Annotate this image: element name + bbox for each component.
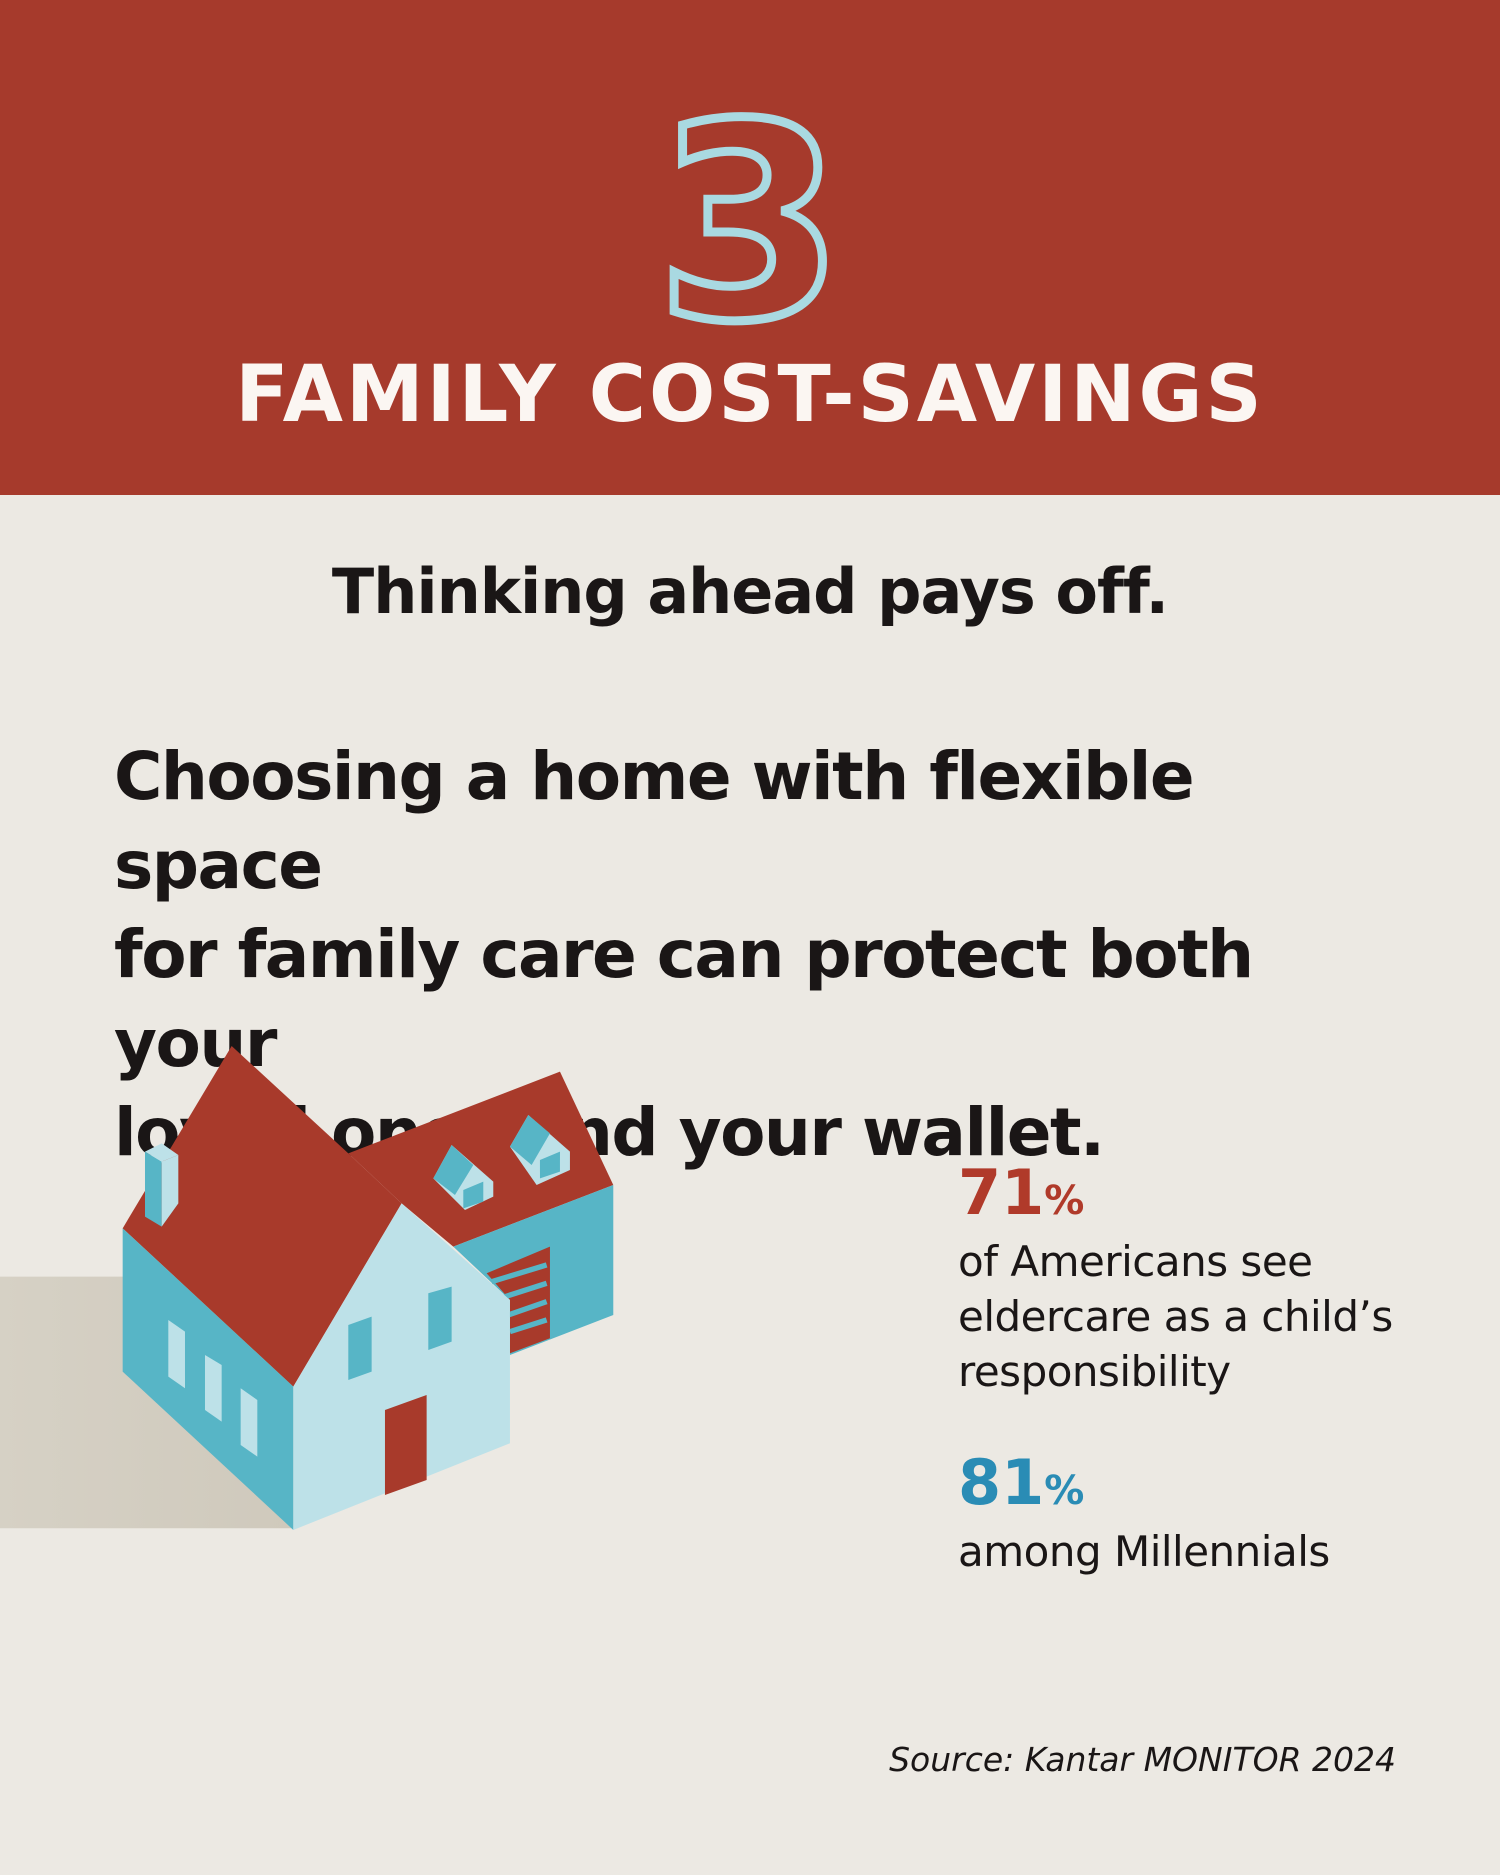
stat-line: responsibility	[958, 1347, 1231, 1396]
source-citation: Source: Kantar MONITOR 2024	[889, 1740, 1396, 1779]
stat-description: among Millennials	[958, 1524, 1330, 1579]
stat-71: 71% of Americans see eldercare as a chil…	[958, 1160, 1393, 1399]
garage-roof	[348, 1071, 614, 1247]
window	[240, 1388, 258, 1457]
house-icon	[0, 1045, 614, 1530]
number-three: 3	[652, 95, 849, 345]
stat-81: 81% among Millennials	[958, 1450, 1330, 1579]
front-gable	[293, 1203, 510, 1530]
body-line: for family care can protect both your	[114, 916, 1254, 1082]
window	[348, 1316, 372, 1380]
body-line: Choosing a home with flexible space	[114, 738, 1195, 904]
header-banner: 3 FAMILY COST-SAVINGS	[0, 0, 1500, 495]
stat-line: eldercare as a child’s	[958, 1292, 1393, 1341]
window	[204, 1354, 222, 1422]
stat-value: 81%	[958, 1446, 1085, 1519]
tagline: Thinking ahead pays off.	[331, 555, 1169, 628]
main-roof	[122, 1045, 402, 1387]
stat-line: among Millennials	[958, 1527, 1330, 1576]
stat-value: 71%	[958, 1156, 1085, 1229]
svg-text:3: 3	[656, 95, 844, 345]
stat-line: of Americans see	[958, 1237, 1313, 1286]
stat-description: of Americans see eldercare as a child’s …	[958, 1234, 1393, 1399]
window	[168, 1319, 185, 1389]
front-door	[384, 1394, 427, 1495]
section-title: FAMILY COST-SAVINGS	[235, 350, 1265, 440]
window	[428, 1286, 452, 1350]
chimney	[144, 1151, 162, 1227]
